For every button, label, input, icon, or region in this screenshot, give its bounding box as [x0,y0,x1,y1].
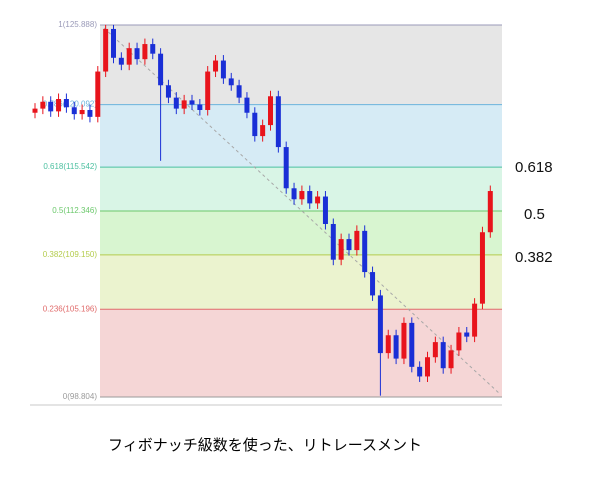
candle-body [181,100,187,109]
candle-body [205,71,211,110]
candle-body [220,60,226,79]
candle-body [260,125,266,137]
candle-body [393,335,399,359]
candle-body [283,147,289,189]
candle-body [134,48,140,60]
candle-body [315,196,321,204]
candle-body [56,99,62,112]
candle-body [487,191,493,233]
y-tick-label: 0(98.804) [63,392,98,401]
candle-body [440,342,446,369]
fib-band [100,104,502,168]
candle-body [150,44,156,54]
candle-body [40,101,46,109]
candle-body [79,109,85,115]
candle-body [338,239,344,260]
candles [32,24,493,396]
y-tick-label: 0.786(120.092) [43,100,98,109]
candle-body [63,99,69,108]
fib-band [100,167,502,211]
candle-body [252,112,258,137]
candle-body [165,85,171,98]
caption: フィボナッチ級数を使った、リトレースメント [108,437,422,454]
candle-body [71,107,77,115]
y-tick-label: 0.382(109.150) [43,250,98,259]
fib-band [100,211,502,255]
candle-body [354,230,360,251]
candle-body [244,97,250,113]
candle-body [370,272,376,296]
candle-body [330,223,336,260]
candle-body [236,85,242,98]
candle-body [173,97,179,109]
candle-body [103,28,109,72]
candle-body [385,335,391,354]
candle-body [464,332,470,337]
candle-body [126,48,132,65]
annotation: 0.5 [524,206,545,223]
candle-body [299,191,305,200]
candle-body [48,101,54,112]
candle-body [87,109,93,117]
candle-body [268,96,273,126]
candle-body [432,342,438,358]
levels: 1(125.888) 0.786(120.092) 0.618(115.542) 0.… [43,20,502,401]
candle-body [189,100,195,105]
candle-body [456,332,462,351]
y-tick-label: 1(125.888) [58,20,97,29]
candle-body [377,295,383,354]
candle-body [95,71,101,117]
candle-body [197,104,203,110]
candle-body [425,357,430,377]
fib-band [100,254,502,310]
candle-body [346,239,352,251]
y-tick-label: 0.618(115.542) [43,162,97,171]
candle-body [479,232,485,304]
candle-body [362,230,368,273]
annotation: 0.618 [515,159,553,176]
candle-body [401,322,407,359]
candle-body [448,350,454,369]
candle-body [228,78,234,86]
candle-body [158,53,164,86]
candle-body [322,196,328,224]
candle-body [417,366,423,377]
y-tick-label: 0.5(112.346) [52,206,97,215]
candle-body [275,96,281,148]
candle-body [118,57,124,65]
candle-body [291,188,297,200]
candle-body [213,60,219,72]
candle-body [32,108,38,113]
candle-body [111,28,116,58]
candle-body [142,44,148,60]
candle-body [472,303,478,337]
candle-body [307,191,313,204]
candle-body [409,322,415,367]
annotation: 0.382 [515,249,553,266]
y-tick-label: 0.236(105.196) [43,304,98,313]
